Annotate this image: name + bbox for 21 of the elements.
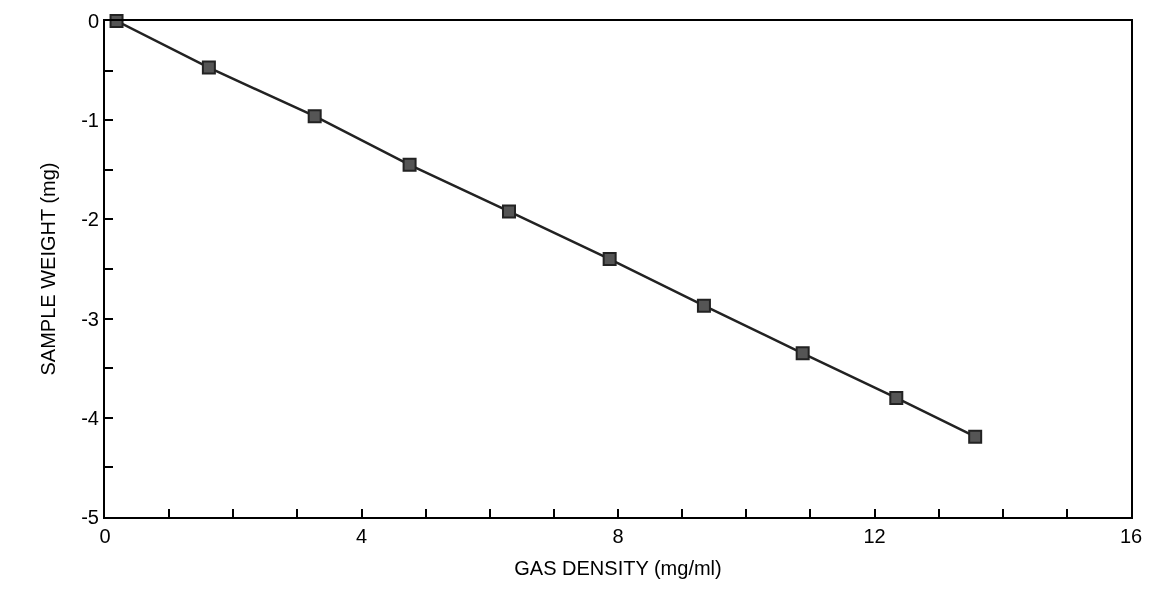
x-tick-label: 16 — [1119, 525, 1143, 547]
point — [307, 109, 322, 124]
y-tick-label: -2 — [81, 208, 99, 231]
point — [795, 346, 810, 361]
y-tick-label: -3 — [81, 307, 99, 330]
x-tick-label: 8 — [612, 525, 624, 547]
x-tick-label: 12 — [863, 525, 886, 547]
point — [968, 429, 983, 444]
x-axis-title: GAS DENSITY (mg/ml) — [514, 557, 722, 579]
point — [402, 157, 417, 172]
point — [696, 298, 711, 313]
point — [889, 390, 904, 405]
y-tick-label: 0 — [87, 10, 99, 32]
point — [501, 204, 516, 219]
y-tick-label: -1 — [81, 109, 99, 132]
y-axis-title: SAMPLE WEIGHT (mg) — [37, 162, 60, 376]
y-tick-label: -4 — [81, 406, 99, 429]
point — [602, 252, 617, 267]
y-tick-label: -5 — [81, 506, 99, 528]
x-tick-label: 4 — [355, 525, 368, 547]
point — [201, 60, 216, 75]
